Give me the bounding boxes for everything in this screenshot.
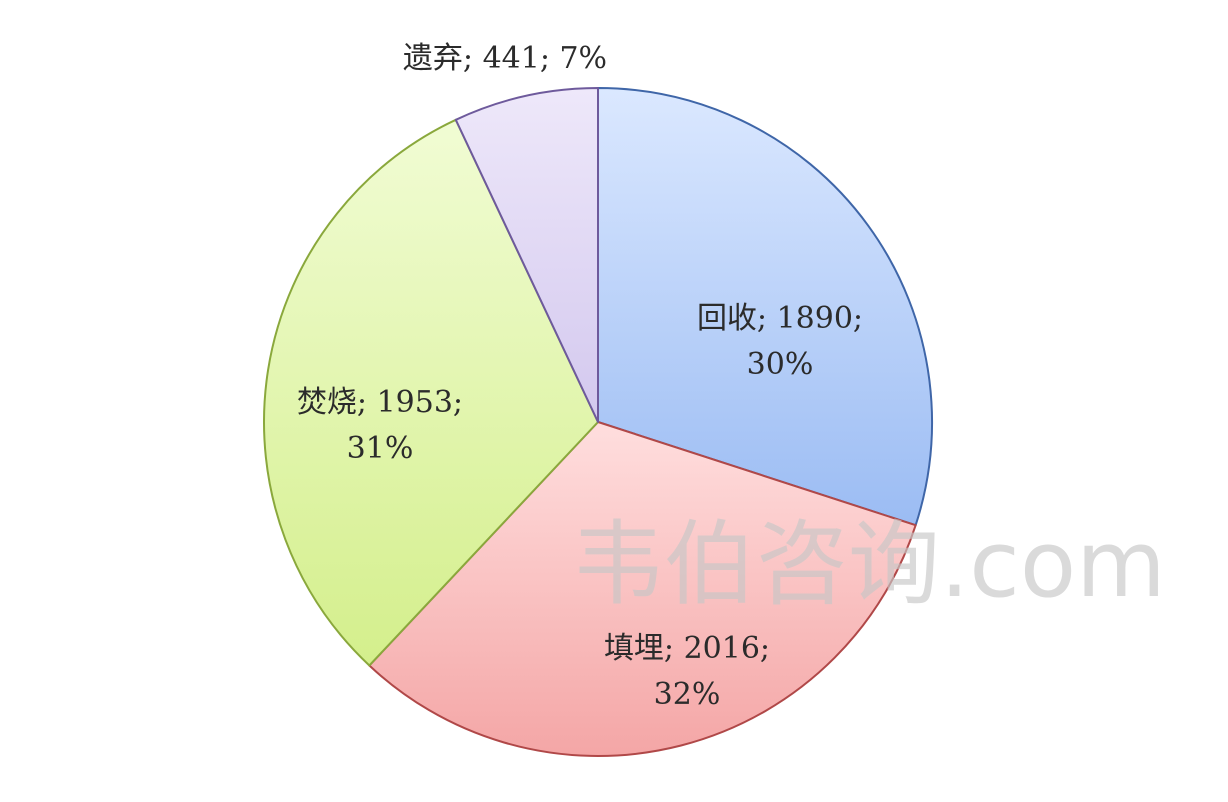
slice-percent-2: 32% xyxy=(654,677,721,712)
slice-label-4: 遗弃; 441; 7% xyxy=(403,41,607,76)
pie-slice-1 xyxy=(597,87,933,527)
pie-slices xyxy=(263,87,933,757)
slice-label-2: 填埋; 2016; xyxy=(604,631,770,666)
pie-slice-4 xyxy=(454,87,599,423)
slice-label-1: 回收; 1890; xyxy=(697,301,863,336)
watermark-text: 韦伯咨询.com xyxy=(572,511,1166,618)
pie-labels: 回收; 1890; 30% 填埋; 2016; 32% 焚烧; 1953; 31% 遗弃; … xyxy=(297,41,863,712)
slice-percent-3: 31% xyxy=(347,431,414,466)
pie-slice-3 xyxy=(263,118,599,667)
slice-percent-1: 30% xyxy=(747,347,814,382)
slice-label-3: 焚烧; 1953; xyxy=(297,385,463,420)
pie-slice-2 xyxy=(368,421,917,757)
